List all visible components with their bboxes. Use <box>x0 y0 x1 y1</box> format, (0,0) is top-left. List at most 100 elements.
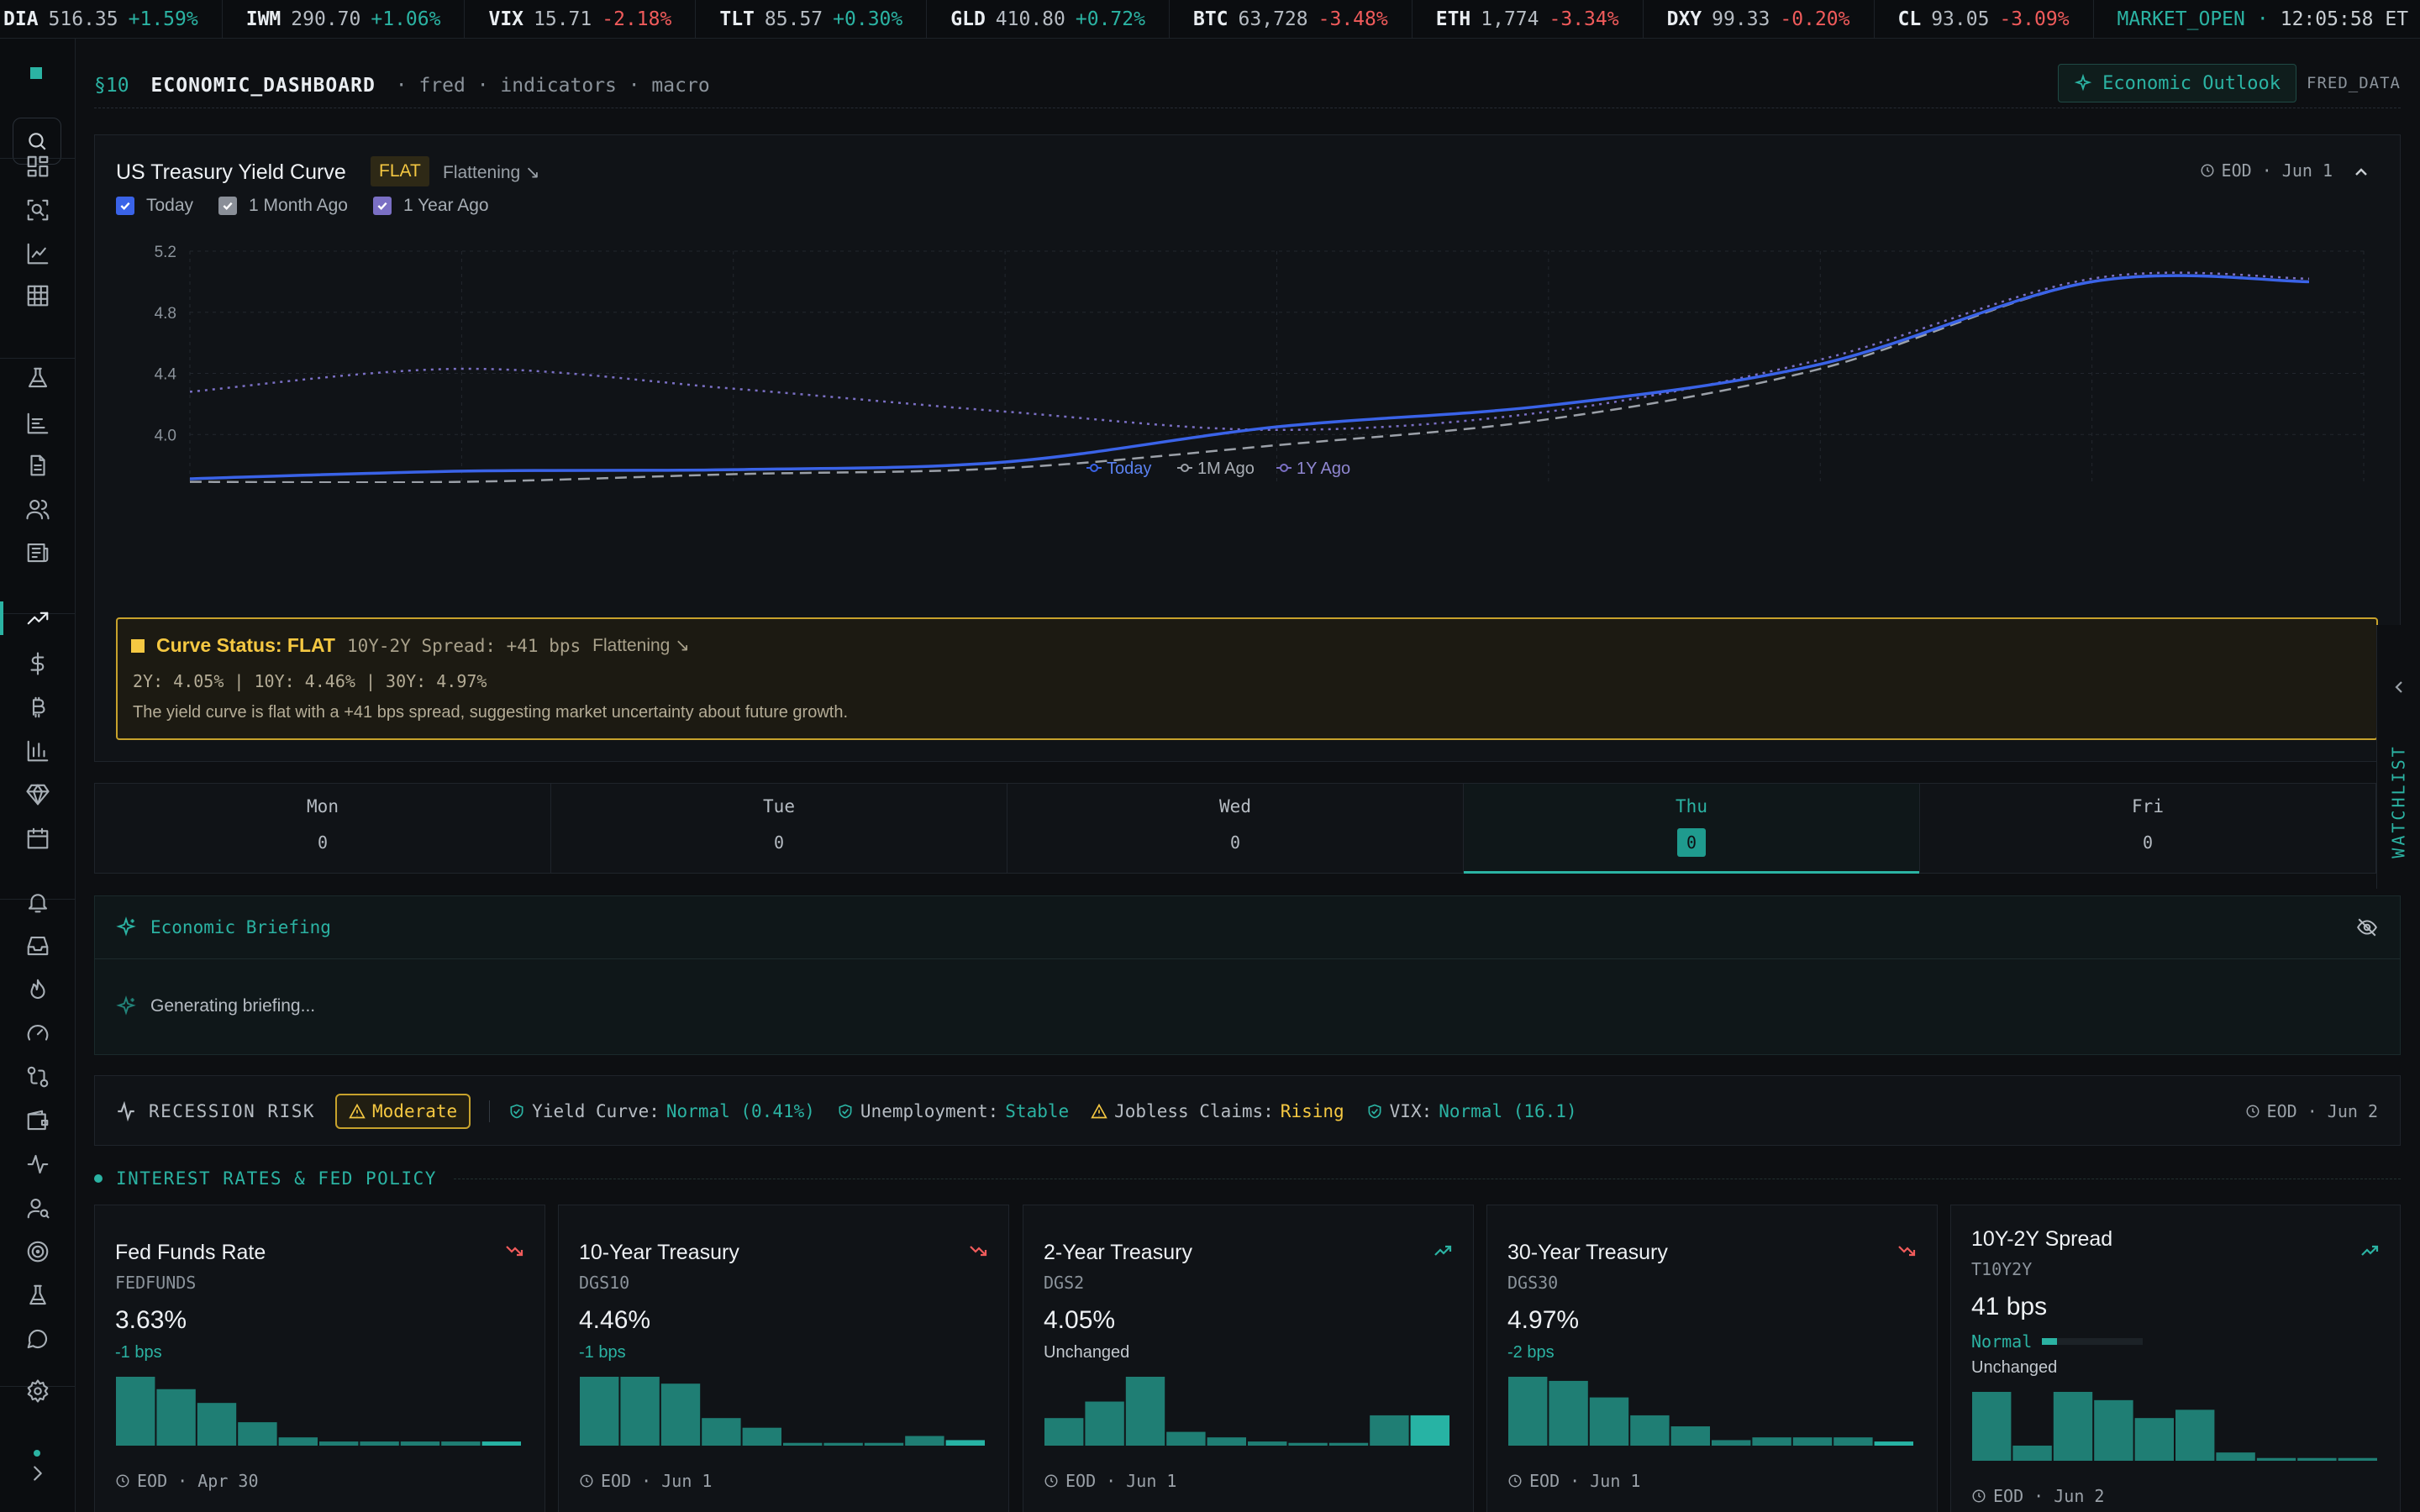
yield-curve-eod-text: EOD · Jun 1 <box>2221 160 2333 181</box>
target-nav-button[interactable] <box>21 1235 55 1268</box>
legend-item[interactable]: Today <box>1086 459 1151 478</box>
wallet-nav-button[interactable] <box>21 1104 55 1137</box>
search-button[interactable] <box>13 118 61 165</box>
chevron-left-icon <box>2389 677 2409 697</box>
gauge-nav-button[interactable] <box>21 1016 55 1050</box>
day-tue[interactable]: Tue 0 <box>551 784 1007 873</box>
nav-divider <box>0 358 76 359</box>
day-thu[interactable]: Thu 0 <box>1464 784 1920 874</box>
curve-status-trend: Flattening ↘ <box>592 636 690 655</box>
rate-card[interactable]: 10Y-2Y Spread T10Y2Y 41 bps Normal Unchanged… <box>1950 1205 2401 1512</box>
inbox-nav-button[interactable] <box>21 929 55 963</box>
ticker-item[interactable]: DXY 99.33 -0.20% <box>1644 0 1875 38</box>
bell-nav-button[interactable] <box>21 885 55 919</box>
dollar-nav-button[interactable] <box>21 647 55 680</box>
flame-nav-button[interactable] <box>21 973 55 1006</box>
dollar-icon <box>30 652 45 675</box>
diamond-nav-button[interactable] <box>21 778 55 811</box>
card-series-code: FEDFUNDS <box>115 1273 197 1293</box>
users-icon <box>26 499 50 520</box>
watchlist-tab[interactable]: WATCHLIST <box>2376 625 2420 889</box>
left-nav <box>0 39 76 1512</box>
card-sparkbars <box>1044 1377 1449 1446</box>
card-eod-text: EOD · Jun 1 <box>1065 1471 1177 1491</box>
ticker-item[interactable]: GLD 410.80 +0.72% <box>927 0 1170 38</box>
series-toggle[interactable]: 1 Month Ago <box>218 196 348 216</box>
checkbox[interactable] <box>218 197 238 215</box>
spark-bar <box>2134 1418 2174 1461</box>
scan-nav-button[interactable] <box>21 193 55 227</box>
users-nav-button[interactable] <box>21 492 55 526</box>
settings-nav-button[interactable] <box>21 1374 55 1408</box>
market-status-sep: · <box>2256 8 2269 30</box>
table-grid-nav-button[interactable] <box>21 279 55 312</box>
flask-nav-button[interactable] <box>21 361 55 395</box>
section-title-bar: INTEREST RATES & FED POLICY <box>94 1166 2401 1191</box>
spark-bar <box>1589 1397 1629 1446</box>
series-toggle[interactable]: Today <box>116 196 193 216</box>
checkbox[interactable] <box>116 197 134 215</box>
trending-up-nav-button[interactable] <box>0 601 55 635</box>
spark-bar <box>1752 1437 1791 1446</box>
card-series-code: T10Y2Y <box>1971 1259 2033 1279</box>
hide-briefing-button[interactable] <box>2356 916 2378 938</box>
card-eod-text: EOD · Jun 1 <box>601 1471 713 1491</box>
chat-nav-button[interactable] <box>21 1322 55 1356</box>
card-value: 3.63% <box>115 1306 187 1334</box>
bar-list-nav-button[interactable] <box>21 407 55 440</box>
sparkle-icon <box>2074 74 2092 92</box>
curve-description: The yield curve is flat with a +41 bps s… <box>133 703 849 722</box>
ticker-item[interactable]: IWM 290.70 +1.06% <box>223 0 466 38</box>
legend-item[interactable]: 1M Ago <box>1177 459 1255 478</box>
bitcoin-nav-button[interactable] <box>21 690 55 724</box>
ticker-item[interactable]: DIA 516.35 +1.59% <box>0 0 223 38</box>
legend-item[interactable]: 1Y Ago <box>1276 459 1350 478</box>
card-change: -2 bps <box>1507 1343 1555 1362</box>
git-compare-nav-button[interactable] <box>21 1060 55 1094</box>
spark-bar <box>116 1377 155 1446</box>
user-search-nav-button[interactable] <box>21 1191 55 1225</box>
dashboard-grid-nav-button[interactable] <box>21 150 55 183</box>
day-event-count: 0 <box>1229 832 1241 853</box>
trending-up-icon <box>27 612 49 625</box>
activity-nav-button[interactable] <box>21 1147 55 1181</box>
day-wed[interactable]: Wed 0 <box>1007 784 1464 873</box>
trending-up-icon <box>2361 1245 2379 1256</box>
y-tick-label: 4.4 <box>155 366 177 384</box>
ticker-item[interactable]: BTC 63,728 -3.48% <box>1170 0 1413 38</box>
calendar-nav-button[interactable] <box>21 822 55 855</box>
logo-icon[interactable] <box>30 67 42 79</box>
newspaper-nav-button[interactable] <box>21 536 55 570</box>
document-nav-button[interactable] <box>21 449 55 482</box>
rate-card[interactable]: Fed Funds Rate FEDFUNDS 3.63% -1 bps EOD · A… <box>94 1205 545 1512</box>
card-series-code: DGS2 <box>1044 1273 1085 1293</box>
ticker-item[interactable]: ETH 1,774 -3.34% <box>1413 0 1644 38</box>
card-change: Unchanged <box>1044 1343 1130 1362</box>
economic-outlook-button[interactable]: Economic Outlook <box>2058 64 2296 102</box>
ticker-item[interactable]: TLT 85.57 +0.30% <box>696 0 928 38</box>
ticker-item[interactable]: CL 93.05 -3.09% <box>1875 0 2094 38</box>
rate-card[interactable]: 2-Year Treasury DGS2 4.05% Unchanged EOD · J… <box>1023 1205 1474 1512</box>
day-event-count: 0 <box>773 832 785 853</box>
day-name: Thu <box>1676 796 1707 816</box>
bar-chart-nav-button[interactable] <box>21 734 55 768</box>
collapse-button[interactable] <box>2351 162 2371 182</box>
rate-card[interactable]: 10-Year Treasury DGS10 4.46% -1 bps EOD · Ju… <box>558 1205 1009 1512</box>
checkbox[interactable] <box>372 197 392 215</box>
day-mon[interactable]: Mon 0 <box>95 784 551 873</box>
warning-icon <box>1091 1103 1107 1119</box>
ticker-item[interactable]: VIX 15.71 -2.18% <box>465 0 697 38</box>
day-fri[interactable]: Fri 0 <box>1920 784 2375 873</box>
git-compare-icon <box>27 1066 49 1088</box>
yield-curve-chart: 5.24.84.44.03.61M3M6M1Y2Y5Y10Y20Y30YToda… <box>155 244 2365 483</box>
line-chart-nav-button[interactable] <box>21 237 55 270</box>
trending-down-icon <box>1898 1246 1916 1257</box>
series-toggle[interactable]: 1 Year Ago <box>372 196 489 216</box>
expand-nav-button[interactable] <box>21 1457 55 1490</box>
rate-card[interactable]: 30-Year Treasury DGS30 4.97% -2 bps EOD · Ju… <box>1486 1205 1938 1512</box>
spark-bar <box>823 1442 863 1446</box>
card-eod: EOD · Jun 1 <box>579 1471 712 1491</box>
beaker-nav-button[interactable] <box>21 1278 55 1312</box>
ticker-items: DIA 516.35 +1.59% IWM 290.70 +1.06% VIX 15.71 -2… <box>0 0 2094 38</box>
day-event-count: 0 <box>1677 828 1706 857</box>
